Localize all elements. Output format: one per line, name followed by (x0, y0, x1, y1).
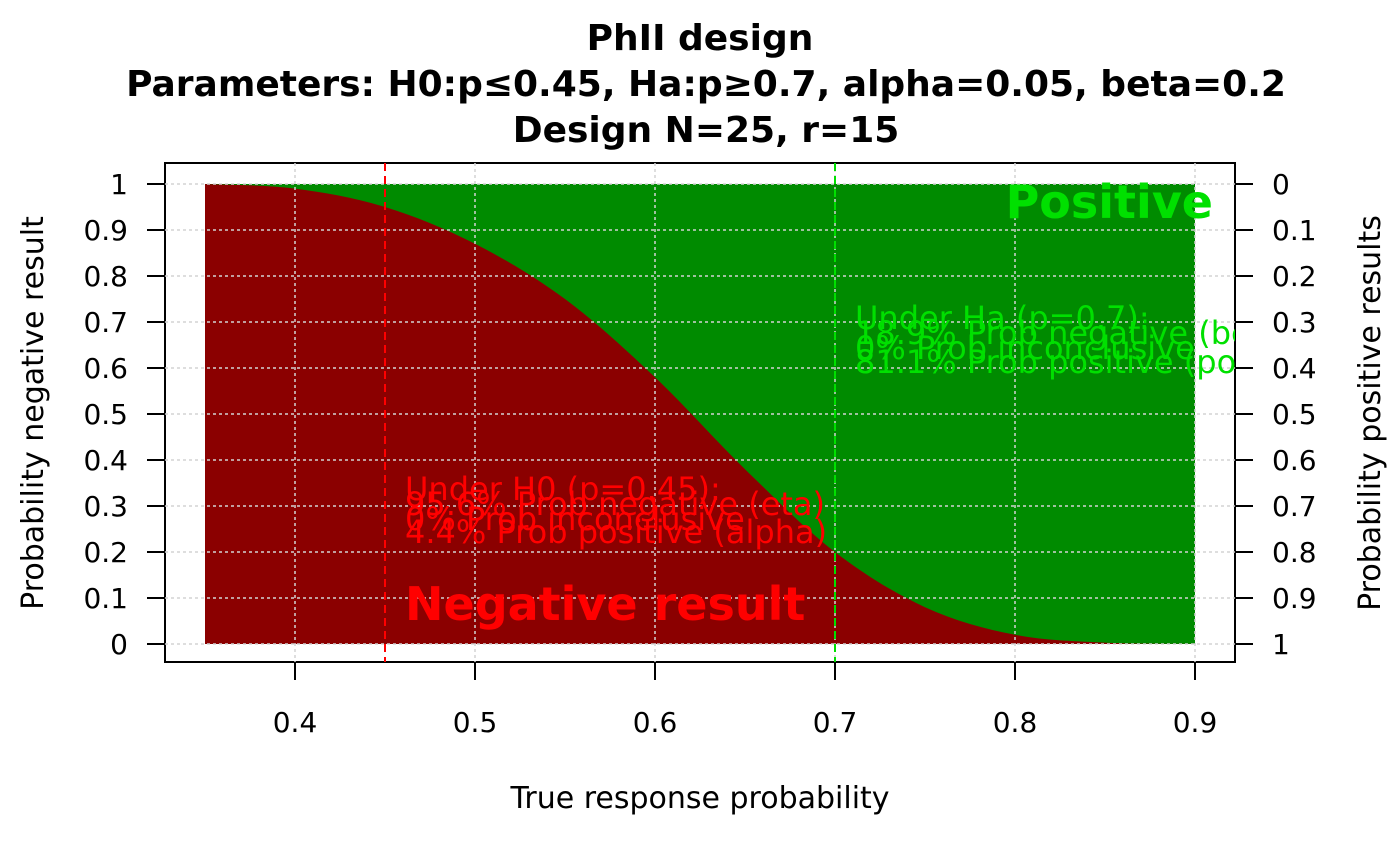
y-right-tick-label: 0.5 (1272, 398, 1317, 431)
ha-annotation-line-4: 81.1% Prob positive (power) (855, 343, 1308, 381)
y-axis-left-title: Probability negative result (16, 216, 51, 610)
y-axis-left: 0 0.1 0.2 0.3 0.4 0.5 0.6 0.7 0.8 0.9 1 (83, 168, 165, 661)
x-tick-label: 0.4 (273, 706, 318, 739)
y-right-tick-label: 0.3 (1272, 306, 1317, 339)
y-right-tick-label: 0 (1272, 168, 1290, 201)
y-left-tick-label: 0.9 (83, 214, 128, 247)
y-left-tick-label: 1 (110, 168, 128, 201)
x-tick-label: 0.9 (1173, 706, 1218, 739)
y-left-tick-label: 0.4 (83, 444, 128, 477)
chart-subtitle-design: Design N=25, r=15 (513, 110, 900, 151)
x-axis: 0.4 0.5 0.6 0.7 0.8 0.9 (273, 662, 1218, 739)
y-left-tick-label: 0.3 (83, 490, 128, 523)
y-right-tick-label: 1 (1272, 628, 1290, 661)
y-right-tick-label: 0.9 (1272, 582, 1317, 615)
x-tick-label: 0.8 (993, 706, 1038, 739)
y-left-tick-label: 0.2 (83, 536, 128, 569)
x-tick-label: 0.5 (453, 706, 498, 739)
negative-result-label: Negative result (405, 577, 805, 631)
positive-label: Positive (1006, 175, 1213, 229)
y-right-tick-label: 0.1 (1272, 214, 1317, 247)
y-left-tick-label: 0.5 (83, 398, 128, 431)
y-right-tick-label: 0.2 (1272, 260, 1317, 293)
chart-title: PhII design (587, 18, 814, 59)
x-tick-label: 0.6 (633, 706, 678, 739)
chart-subtitle-parameters: Parameters: H0:p≤0.45, Ha:p≥0.7, alpha=0… (126, 64, 1286, 105)
y-right-tick-label: 0.7 (1272, 490, 1317, 523)
y-axis-right: 1 0.9 0.8 0.7 0.6 0.5 0.4 0.3 0.2 0.1 0 (1235, 168, 1317, 661)
y-right-tick-label: 0.4 (1272, 352, 1317, 385)
y-axis-right-title: Probability positive results (1353, 215, 1388, 611)
h0-annotation-line-4: 4.4% Prob positive (alpha) (405, 513, 827, 551)
y-left-tick-label: 0.7 (83, 306, 128, 339)
y-left-tick-label: 0.1 (83, 582, 128, 615)
y-right-tick-label: 0.8 (1272, 536, 1317, 569)
y-left-tick-label: 0.8 (83, 260, 128, 293)
y-left-tick-label: 0.6 (83, 352, 128, 385)
y-right-tick-label: 0.6 (1272, 444, 1317, 477)
y-left-tick-label: 0 (110, 628, 128, 661)
x-axis-title: True response probability (509, 781, 889, 816)
x-tick-label: 0.7 (813, 706, 858, 739)
